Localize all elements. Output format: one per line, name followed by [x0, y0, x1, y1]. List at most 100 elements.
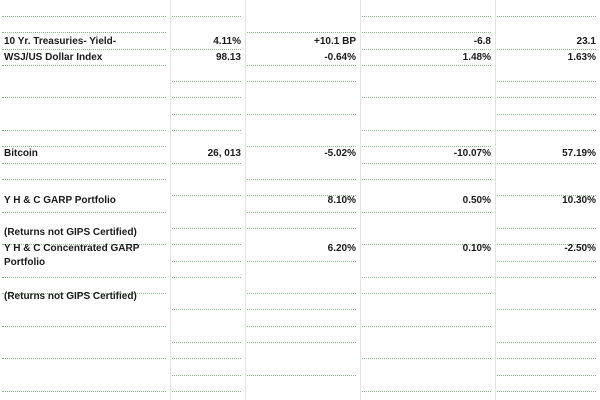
- row-line: [172, 195, 241, 196]
- row-line: [362, 130, 491, 131]
- value-cell: 1.63%: [567, 52, 596, 63]
- row-line: [172, 228, 241, 229]
- value-cell: 57.19%: [562, 148, 596, 159]
- row-line: [172, 358, 241, 359]
- row-line: [362, 326, 491, 327]
- value-cell: 0.10%: [462, 243, 491, 254]
- row-line: [172, 391, 241, 392]
- row-line: [497, 309, 596, 310]
- row-label: WSJ/US Dollar Index: [4, 52, 103, 63]
- row-line: [2, 358, 166, 359]
- row-line: [247, 212, 356, 213]
- row-line: [2, 32, 166, 33]
- row-line: [2, 212, 166, 213]
- row-line: [362, 358, 491, 359]
- value-cell: 26, 013: [207, 148, 241, 159]
- row-line: [497, 277, 596, 278]
- row-line: [172, 130, 241, 131]
- row-line: [2, 244, 166, 245]
- row-line: [362, 16, 491, 17]
- row-line: [172, 261, 241, 262]
- row-line: [247, 261, 356, 262]
- row-line: [172, 342, 241, 343]
- row-line: [497, 81, 596, 82]
- row-line: [247, 195, 356, 196]
- row-line: [172, 81, 241, 82]
- row-label: Bitcoin: [4, 148, 38, 159]
- row-line: [2, 163, 166, 164]
- row-line: [497, 114, 596, 115]
- row-line: [172, 97, 241, 98]
- row-line: [362, 146, 491, 147]
- row-line: [172, 277, 241, 278]
- value-cell: 4.11%: [213, 36, 241, 47]
- row-line: [247, 375, 356, 376]
- value-cell: 23.1: [576, 36, 596, 47]
- row-label: (Returns not GIPS Certified): [4, 291, 137, 302]
- row-line: [172, 163, 241, 164]
- row-line: [362, 97, 491, 98]
- row-line: [362, 293, 491, 294]
- row-line: [362, 244, 491, 245]
- value-cell: 1.48%: [462, 52, 491, 63]
- row-line: [172, 309, 241, 310]
- row-line: [362, 179, 491, 180]
- row-label: Y H & C Concentrated GARP: [4, 243, 140, 254]
- value-cell: +10.1 BP: [314, 36, 356, 47]
- row-line: [172, 49, 241, 50]
- row-line: [247, 65, 356, 66]
- row-line: [497, 261, 596, 262]
- row-line: [2, 65, 166, 66]
- row-line: [247, 342, 356, 343]
- row-line: [362, 65, 491, 66]
- row-line: [172, 114, 241, 115]
- row-line: [497, 244, 596, 245]
- column-line: [360, 0, 361, 400]
- column-line: [245, 0, 246, 400]
- row-line: [247, 179, 356, 180]
- column-line: [495, 0, 496, 400]
- value-cell: -5.02%: [324, 148, 356, 159]
- row-line: [497, 49, 596, 50]
- row-label: (Returns not GIPS Certified): [4, 227, 137, 238]
- row-line: [497, 358, 596, 359]
- row-line: [362, 49, 491, 50]
- row-line: [247, 32, 356, 33]
- value-cell: 98.13: [215, 52, 241, 63]
- row-line: [2, 16, 166, 17]
- row-line: [247, 228, 356, 229]
- row-line: [497, 228, 596, 229]
- row-line: [247, 309, 356, 310]
- row-line: [2, 326, 166, 327]
- value-cell: 10.30%: [562, 195, 596, 206]
- row-line: [2, 277, 166, 278]
- row-line: [2, 130, 166, 131]
- row-line: [497, 391, 596, 392]
- row-label: Portfolio: [4, 257, 46, 268]
- row-line: [362, 277, 491, 278]
- row-line: [2, 97, 166, 98]
- value-cell: -2.50%: [564, 243, 596, 254]
- row-line: [2, 391, 166, 392]
- row-line: [172, 244, 241, 245]
- row-label: Y H & C GARP Portfolio: [4, 195, 116, 206]
- value-cell: 0.50%: [462, 195, 491, 206]
- row-line: [247, 114, 356, 115]
- row-line: [362, 32, 491, 33]
- value-cell: 6.20%: [327, 243, 356, 254]
- row-line: [2, 293, 166, 294]
- row-line: [497, 342, 596, 343]
- row-line: [2, 146, 166, 147]
- row-line: [2, 179, 166, 180]
- row-line: [497, 163, 596, 164]
- row-line: [172, 16, 241, 17]
- value-cell: -6.8: [473, 36, 491, 47]
- column-line: [170, 0, 171, 400]
- row-line: [247, 81, 356, 82]
- row-line: [247, 326, 356, 327]
- value-cell: 8.10%: [327, 195, 356, 206]
- row-line: [247, 146, 356, 147]
- row-line: [362, 391, 491, 392]
- row-label: 10 Yr. Treasuries- Yield-: [4, 36, 117, 47]
